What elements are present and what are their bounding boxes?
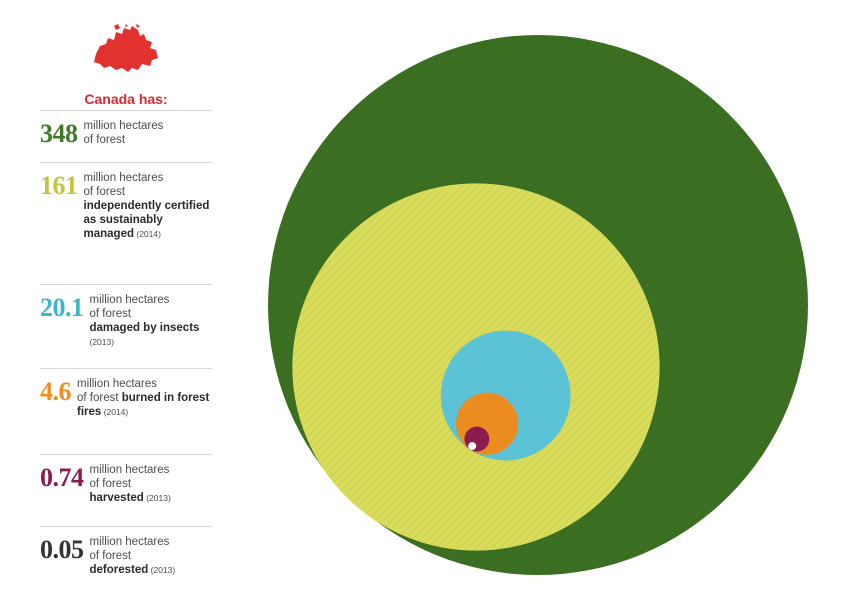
stat-unit: million hectares [77, 378, 157, 390]
stat-unit: million hectares [89, 294, 170, 306]
stat-item: 20.1 million hectares of forest damaged by … [40, 285, 212, 369]
stat-year: (2014) [101, 407, 129, 417]
stat-description: million hectares of forest independently c… [84, 171, 213, 241]
stat-item: 0.05 million hectares of forest deforested … [40, 527, 212, 587]
stat-subject: of forest [77, 392, 122, 404]
stat-unit: million hectares [83, 172, 164, 184]
stat-list: 348 million hectares of forest 161 million h… [40, 111, 212, 587]
stats-panel: Canada has: 348 million hectares of forest… [40, 22, 212, 587]
stat-year: (2013) [148, 565, 176, 575]
stat-value: 161 [40, 171, 78, 200]
canada-map [40, 22, 212, 86]
stat-measure: independently certified as sustainably m… [83, 200, 210, 240]
stat-measure: damaged by insects [89, 322, 200, 334]
stat-value: 348 [40, 119, 78, 148]
stat-subject: of forest [89, 478, 132, 490]
harvested-circle [464, 426, 490, 452]
canada-map-icon [94, 24, 158, 72]
stat-item: 348 million hectares of forest [40, 111, 212, 163]
stat-subject: of forest [89, 550, 132, 562]
stat-year: (2013) [89, 337, 115, 347]
stat-year: (2014) [134, 229, 161, 239]
stat-value: 0.05 [40, 535, 84, 564]
stat-item: 0.74 million hectares of forest harvested (… [40, 455, 212, 527]
stat-unit: million hectares [83, 120, 164, 132]
deforested-circle [468, 442, 477, 451]
stat-year: (2013) [143, 493, 171, 503]
stat-subject: of forest [83, 186, 126, 198]
stat-subject: of forest [83, 134, 126, 146]
stat-measure: harvested [89, 492, 144, 504]
stat-unit: million hectares [89, 536, 170, 548]
stat-value: 0.74 [40, 463, 84, 492]
stat-measure: deforested [89, 564, 149, 576]
stat-subject: of forest [89, 308, 132, 320]
stat-description: million hectares of forest [84, 119, 164, 147]
stat-description: million hectares of forest harvested (2013… [90, 463, 171, 505]
stat-description: million hectares of forest burned in fore… [77, 377, 212, 419]
stat-measure: burned in forest fires [77, 392, 210, 418]
stat-description: million hectares of forest deforested (201… [90, 535, 176, 577]
stat-item: 161 million hectares of forest independentl… [40, 163, 212, 285]
stat-unit: million hectares [89, 464, 170, 476]
stat-value: 20.1 [40, 293, 84, 322]
stat-description: million hectares of forest damaged by inse… [90, 293, 213, 349]
stat-value: 4.6 [40, 377, 72, 406]
headline: Canada has: [40, 88, 212, 111]
stat-item: 4.6 million hectares of forest burned in f… [40, 369, 212, 455]
